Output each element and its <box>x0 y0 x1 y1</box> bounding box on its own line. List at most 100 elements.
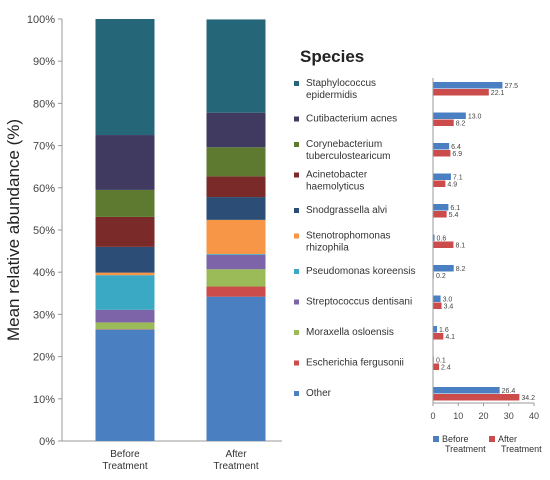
species-label-line: Staphylococcus <box>306 78 376 89</box>
species-bar-chart: Species Staphylococcus epidermidis 27.522.1… <box>294 47 542 454</box>
stacked-segment-pseudomonas-koreensis <box>206 254 266 255</box>
bar-value-label: 5.4 <box>449 212 459 219</box>
stacked-segment-stenotrophomonas-rhizophila <box>95 272 155 276</box>
legend-label-line: Before <box>442 434 469 444</box>
bar-value-label: 8.2 <box>456 266 466 273</box>
species-label-line: Cutibacterium acnes <box>306 114 397 125</box>
species-label-line: Moraxella osloensis <box>306 327 394 338</box>
bar-value-label: 3.0 <box>443 297 453 304</box>
bar-acinetobacter-haemolyticus-after-treatment <box>433 180 446 187</box>
bar-value-label: 22.1 <box>491 90 505 97</box>
legend-swatch-after-treatment <box>489 436 495 442</box>
species-label-line: Acinetobacter <box>306 170 368 181</box>
species-label: Acinetobacter haemolyticus <box>306 170 368 193</box>
y-tick-label: 0% <box>39 436 55 448</box>
stacked-segment-staphylococcus-epidermidis <box>206 19 266 113</box>
bar-value-label: 6.9 <box>452 151 462 158</box>
bar-staphylococcus-epidermidis-after-treatment <box>433 89 489 96</box>
species-color-swatch <box>294 116 299 122</box>
legend-label-line: Treatment <box>501 444 542 454</box>
legend-label-line: Treatment <box>445 444 486 454</box>
y-tick-label: 50% <box>33 225 55 237</box>
species-color-swatch <box>294 269 299 274</box>
bar-value-label: 8.1 <box>455 243 465 250</box>
stacked-segment-streptococcus-dentisani <box>206 254 266 270</box>
bar-value-label: 8.2 <box>456 121 466 128</box>
species-label-line: Snodgrassella alvi <box>306 205 387 216</box>
species-label: Pseudomonas koreensis <box>306 266 416 277</box>
x-category-label: Before Treatment <box>102 449 147 472</box>
bar-value-label: 3.4 <box>444 304 454 311</box>
species-label: Escherichia fergusonii <box>306 358 404 369</box>
bar-corynebacterium-tuberculostearicum-after-treatment <box>433 150 451 157</box>
species-label: Other <box>306 388 332 399</box>
species-color-swatch <box>294 142 299 147</box>
species-label-line: rhizophila <box>306 243 349 254</box>
legend-swatch-before-treatment <box>433 436 439 442</box>
bar-value-label: 6.1 <box>450 205 460 212</box>
bar-value-label: 26.4 <box>502 388 516 395</box>
species-color-swatch <box>294 172 299 178</box>
stacked-segment-escherichia-fergusonii <box>206 286 266 297</box>
species-x-tick-label: 30 <box>504 411 514 421</box>
bar-value-label: 0.1 <box>436 358 446 365</box>
y-tick-label: 40% <box>33 267 55 279</box>
x-category-label: After Treatment <box>213 449 258 472</box>
stacked-segment-snodgrassella-alvi <box>95 246 155 273</box>
species-x-tick-label: 0 <box>430 411 435 421</box>
y-tick-label: 70% <box>33 141 55 153</box>
bar-snodgrassella-alvi-before-treatment <box>433 204 449 211</box>
species-color-swatch <box>294 233 299 239</box>
species-label: Staphylococcus epidermidis <box>306 78 376 101</box>
bar-streptococcus-dentisani-before-treatment <box>433 295 441 302</box>
bar-value-label: 27.5 <box>504 83 518 90</box>
species-title: Species <box>300 47 364 66</box>
species-label-line: epidermidis <box>306 90 357 101</box>
bar-escherichia-fergusonii-after-treatment <box>433 363 440 370</box>
legend-label-line: After <box>498 434 517 444</box>
species-label: Stenotrophomonas rhizophila <box>306 231 391 254</box>
species-label: Snodgrassella alvi <box>306 205 387 216</box>
bar-value-label: 13.0 <box>468 114 482 121</box>
species-color-swatch <box>294 299 299 305</box>
species-label: Corynebacterium tuberculostearicum <box>306 139 390 162</box>
x-category-label-line: Treatment <box>213 461 258 472</box>
stacked-segment-pseudomonas-koreensis <box>95 275 155 310</box>
bar-value-label: 1.6 <box>439 327 449 334</box>
y-axis-title: Mean relative abundance (%) <box>4 119 23 341</box>
species-color-swatch <box>294 391 299 396</box>
bar-streptococcus-dentisani-after-treatment <box>433 302 442 309</box>
bar-stenotrophomonas-rhizophila-after-treatment <box>433 241 454 248</box>
species-color-swatch <box>294 81 299 86</box>
y-tick-label: 90% <box>33 56 55 68</box>
species-label-line: Other <box>306 388 332 399</box>
bar-value-label: 0.6 <box>437 236 447 243</box>
bar-moraxella-osloensis-before-treatment <box>433 326 438 333</box>
species-label-line: Corynebacterium <box>306 139 382 150</box>
stacked-segment-stenotrophomonas-rhizophila <box>206 219 266 255</box>
y-tick-label: 20% <box>33 352 55 364</box>
stacked-segment-cutibacterium-acnes <box>95 135 155 190</box>
species-x-tick-label: 40 <box>529 411 539 421</box>
bar-stenotrophomonas-rhizophila-before-treatment <box>433 234 435 241</box>
bar-staphylococcus-epidermidis-before-treatment <box>433 82 503 89</box>
species-label-line: Escherichia fergusonii <box>306 358 404 369</box>
bar-value-label: 2.4 <box>441 365 451 372</box>
species-label-line: haemolyticus <box>306 182 364 193</box>
species-label-line: Pseudomonas koreensis <box>306 266 416 277</box>
stacked-segment-streptococcus-dentisani <box>95 309 155 323</box>
species-x-tick-label: 20 <box>478 411 488 421</box>
stacked-segment-acinetobacter-haemolyticus <box>206 176 266 198</box>
x-category-label-line: Treatment <box>102 461 147 472</box>
stacked-segment-moraxella-osloensis <box>95 322 155 330</box>
y-tick-label: 80% <box>33 98 55 110</box>
y-tick-label: 60% <box>33 183 55 195</box>
bar-other-after-treatment <box>433 394 520 401</box>
stacked-segment-corynebacterium-tuberculostearicum <box>95 189 155 217</box>
stacked-segment-other <box>95 329 155 441</box>
species-label-line: Stenotrophomonas <box>306 231 391 242</box>
stacked-segment-snodgrassella-alvi <box>206 197 266 220</box>
x-category-label-line: Before <box>110 449 140 460</box>
legend-label: After Treatment <box>498 434 542 454</box>
